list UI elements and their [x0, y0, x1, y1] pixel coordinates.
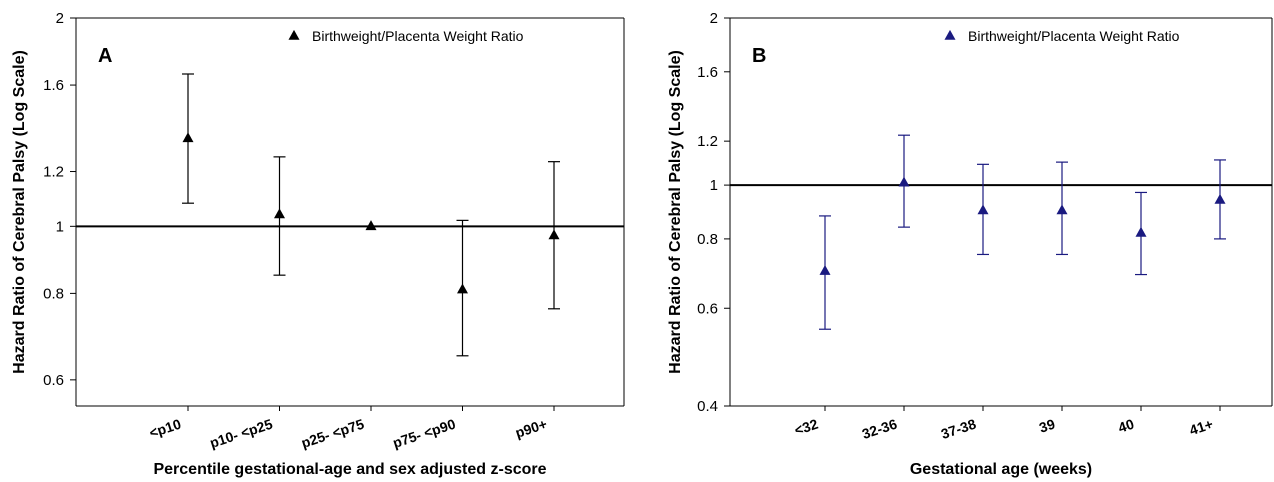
panel-b-x-tick-label: 37-38: [939, 416, 978, 442]
panel-a-y-tick-label: 0.8: [43, 285, 64, 302]
panel-a-x-axis-title: Percentile gestational-age and sex adjus…: [153, 461, 546, 478]
panel-b-x-tick-label: <32: [792, 416, 820, 439]
panel-b-label: B: [752, 45, 766, 67]
panel-b-y-tick-label: 0.8: [697, 231, 718, 248]
panel-b-data-point: [1056, 204, 1068, 215]
panel-a-y-tick-label: 2: [56, 10, 64, 27]
panel-b-x-tick-label: 41+: [1187, 416, 1215, 439]
panel-a-y-tick-label: 1.6: [43, 77, 64, 94]
panel-a-data-point: [274, 208, 285, 219]
panel-a: 0.6 0.8 1 1.2 1.6 2 <p10 p10- <p25 p25- <p75 p75-…: [11, 10, 625, 478]
panel-b-x-axis-title: Gestational age (weeks): [910, 461, 1092, 478]
panel-a-legend-marker: [288, 29, 300, 40]
panel-b: 0.4 0.6 0.8 1 1.2 1.6 2 <32 32-36 37-38 39 40 41+ B Bi…: [667, 10, 1273, 478]
panel-a-label: A: [98, 45, 112, 67]
panel-b-data-point: [977, 204, 989, 215]
panel-a-y-tick-label: 0.6: [43, 372, 64, 389]
panel-b-data-point: [819, 264, 831, 275]
panel-a-y-axis-title: Hazard Ratio of Cerebral Palsy (Log Scal…: [11, 50, 28, 374]
panel-a-x-tick-label: <p10: [147, 416, 183, 441]
panel-b-y-tick-label: 1.6: [697, 64, 718, 81]
panel-a-x-tick-label: p75- <p90: [391, 416, 458, 451]
panel-a-data-point: [548, 229, 560, 240]
panel-b-y-axis-title: Hazard Ratio of Cerebral Palsy (Log Scal…: [667, 50, 684, 374]
panel-b-y-tick-label: 1: [710, 177, 718, 194]
panel-b-data-point: [1214, 193, 1226, 204]
panel-a-x-tick-label: p90+: [513, 416, 549, 441]
panel-b-x-tick-label: 39: [1037, 416, 1057, 436]
panel-b-x-tick-label: 32-36: [860, 416, 899, 442]
panel-b-y-tick-label: 0.6: [697, 300, 718, 317]
panel-a-y-tick-label: 1: [56, 218, 64, 235]
panel-b-x-tick-label: 40: [1116, 416, 1136, 436]
panel-b-y-tick-label: 1.2: [697, 133, 718, 150]
panel-b-data-point: [898, 176, 910, 187]
panel-a-data-point: [182, 132, 194, 143]
panel-a-data-point: [457, 283, 468, 294]
panel-a-y-tick-label: 1.2: [43, 164, 64, 181]
panel-b-y-tick-label: 2: [710, 10, 718, 27]
panel-b-y-tick-label: 0.4: [697, 398, 718, 415]
panel-b-legend-label: Birthweight/Placenta Weight Ratio: [968, 28, 1180, 44]
panel-a-x-tick-label: p10- <p25: [208, 416, 275, 451]
panel-b-legend-marker: [944, 29, 956, 40]
panel-b-data-point: [1135, 226, 1147, 237]
panel-a-data-point: [365, 220, 377, 231]
panel-a-legend-label: Birthweight/Placenta Weight Ratio: [312, 28, 524, 44]
panel-a-x-tick-label: p25- <p75: [299, 416, 366, 451]
